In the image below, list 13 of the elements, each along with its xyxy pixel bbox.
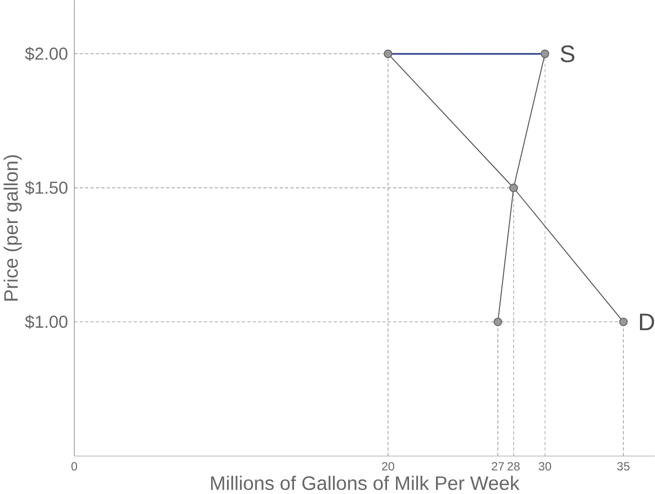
x-tick-label: 35 [617,462,630,471]
series-label: D [640,314,654,330]
y-tick-label: $1.00 [25,315,68,330]
x-tick-label: 27 [492,462,504,471]
x-tick-label: 0 [71,462,78,471]
x-tick-label: 20 [382,462,394,471]
x-axis-title: Millions of Gallons of Milk Per Week [211,476,520,490]
series-label: S [560,46,574,62]
y-tick-label: $2.00 [25,47,68,62]
y-tick-label: $1.50 [25,181,68,196]
x-tick-label: 28 [508,462,520,471]
y-axis-title: Price (per gallon) [4,155,22,301]
x-tick-label: 30 [538,462,552,471]
